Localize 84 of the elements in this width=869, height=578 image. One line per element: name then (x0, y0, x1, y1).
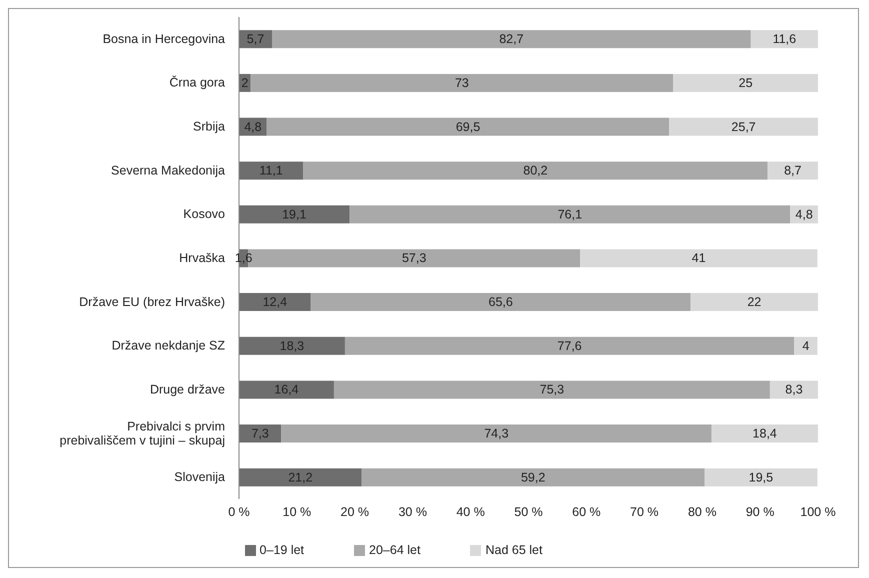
bar (239, 424, 282, 443)
bar (303, 162, 768, 180)
y-tick-label: Države nekdanje SZ (112, 338, 226, 353)
bar (239, 205, 350, 224)
bar (272, 30, 751, 48)
data-label: 80,2 (523, 164, 548, 178)
x-tick-label: 70 % (630, 504, 659, 519)
bar (580, 249, 818, 268)
x-tick-label: 100 % (800, 504, 836, 519)
data-label: 73 (454, 76, 469, 90)
y-tick-label: Slovenija (174, 470, 226, 484)
y-tick-label: Severna Makedonija (111, 163, 226, 178)
bar (239, 336, 345, 355)
data-label: 8,7 (784, 164, 802, 178)
data-label: 11,6 (772, 32, 796, 46)
x-tick-label: 0 % (228, 504, 250, 519)
bar (770, 380, 818, 399)
data-label: 21,2 (288, 470, 313, 484)
bar (794, 336, 818, 355)
bar (690, 293, 818, 312)
bar (362, 468, 705, 486)
y-tick-label: Kosovo (183, 207, 226, 222)
data-label: 22 (747, 295, 762, 310)
y-tick-label: Države EU (brez Hrvaške) (79, 294, 225, 309)
bar (239, 293, 311, 312)
data-label: 65,6 (488, 295, 513, 310)
x-tick-label: 50 % (514, 504, 543, 519)
y-tick-label: Srbija (193, 120, 226, 134)
legend-label: Nad 65 let (485, 543, 542, 557)
data-label: 18,3 (280, 338, 304, 353)
data-label: 2 (241, 76, 248, 90)
data-label: 19,1 (282, 207, 306, 222)
y-tick-label: Prebivalci s prvim prebivališčem v tujini – skupaj (60, 419, 225, 448)
x-tick-label: 40 % (456, 504, 485, 519)
data-label: 4,8 (795, 207, 813, 222)
x-tick-label: 90 % (746, 504, 774, 519)
x-tick-label: 80 % (688, 504, 716, 519)
data-label: 59,2 (520, 470, 546, 484)
bar (250, 74, 674, 92)
bar (704, 468, 818, 486)
legend-label: 20–64 let (369, 543, 420, 557)
bar (350, 205, 790, 224)
bar (750, 30, 818, 48)
data-label: 57,3 (402, 251, 426, 266)
data-label: 82,7 (499, 32, 524, 46)
bar (344, 336, 794, 355)
x-tick-label: 20 % (340, 504, 370, 519)
bar (768, 162, 818, 180)
data-label: 11,1 (259, 164, 283, 178)
data-label: 77,6 (557, 338, 582, 353)
y-tick-label: Bosna in Hercegovina (102, 32, 226, 46)
bar (239, 380, 334, 399)
x-tick-label: 10 % (282, 504, 312, 519)
bar (239, 468, 362, 486)
x-tick-label: 60 % (572, 504, 601, 519)
bar (711, 424, 818, 443)
bar (281, 424, 712, 443)
bar (266, 118, 670, 136)
data-label: 69,5 (456, 120, 480, 134)
data-label: 8,3 (785, 382, 803, 397)
data-label: 4 (802, 338, 810, 353)
data-label: 25 (738, 76, 753, 90)
data-label: 19,5 (748, 470, 774, 484)
data-label: 7,3 (251, 426, 269, 441)
data-label: 74,3 (484, 426, 509, 441)
bar (334, 380, 770, 399)
data-label: 16,4 (274, 382, 299, 397)
bar (669, 118, 818, 136)
data-label: 12,4 (262, 295, 288, 310)
x-tick-label: 30 % (398, 504, 427, 519)
data-label: 75,3 (540, 382, 564, 397)
bar (239, 162, 304, 180)
y-tick-label: Druge države (150, 382, 226, 396)
data-label: 5,7 (246, 32, 264, 46)
y-tick-label: Črna gora (169, 76, 226, 90)
bar (673, 74, 818, 92)
legend-label: 0–19 let (260, 543, 304, 557)
y-tick-label: Hrvaška (179, 251, 226, 265)
bar (310, 293, 691, 312)
data-label: 4,8 (244, 120, 262, 134)
data-label: 25,7 (731, 120, 756, 134)
data-label: 18,4 (752, 426, 777, 441)
data-label: 76,1 (558, 207, 582, 222)
data-label: 41 (692, 251, 706, 266)
